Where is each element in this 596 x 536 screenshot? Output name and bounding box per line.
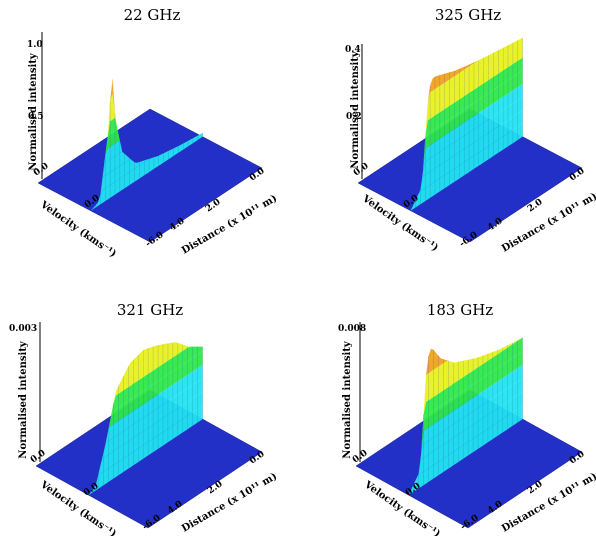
surface-band	[88, 351, 203, 496]
surface-band	[410, 70, 523, 211]
panel-183ghz: 183 GHz Normalised intensity Velocity (k…	[338, 301, 596, 536]
z-tick: 0.003	[9, 324, 37, 334]
surface-band	[88, 391, 203, 496]
surface-band	[88, 346, 203, 496]
z-axis-label: Normalised intensity	[342, 340, 353, 459]
z-tick: 0.008	[338, 324, 366, 334]
surface-band	[410, 44, 523, 211]
panel-title: 183 GHz	[427, 301, 493, 319]
surface-plot	[357, 37, 583, 243]
surface-band	[88, 405, 203, 496]
panel-title: 325 GHz	[435, 6, 501, 24]
panel-22ghz: 22 GHz Normalised intensity Velocity (km…	[27, 6, 279, 260]
surface-band	[88, 378, 203, 496]
surface-plot	[35, 322, 263, 529]
surface-band	[408, 378, 523, 496]
surface-band	[410, 37, 523, 211]
surface-band	[408, 405, 523, 496]
surface-band	[88, 342, 203, 496]
panel-325ghz: 325 GHz Normalised intensity Velocity (k…	[345, 6, 596, 255]
surface-band	[410, 83, 523, 211]
surface-band	[408, 337, 523, 496]
surface-band	[408, 351, 523, 496]
surface-band	[90, 132, 203, 211]
panel-title: 22 GHz	[124, 6, 181, 24]
surface-band	[410, 110, 523, 211]
z-axis-label: Normalised intensity	[18, 340, 29, 459]
surface-band	[408, 364, 523, 496]
surface-plot	[37, 32, 263, 243]
surface-band	[410, 123, 523, 211]
z-axis-label: Normalised intensity	[28, 52, 39, 171]
surface-band	[90, 132, 203, 211]
surface-plot	[355, 322, 583, 529]
z-axis-label: Normalised intensity	[350, 50, 361, 169]
z-tick: 0.2	[346, 112, 362, 122]
surface-band	[88, 364, 203, 496]
z-tick: 1.0	[27, 40, 43, 50]
z-tick: 0.4	[345, 45, 361, 55]
surface-band	[410, 97, 523, 211]
z-tick: 0.5	[28, 112, 44, 122]
surface-band	[408, 337, 523, 496]
surface-band	[90, 132, 203, 211]
panel-321ghz: 321 GHz Normalised intensity Velocity (k…	[9, 301, 279, 536]
surface-band	[408, 337, 523, 496]
surface-band	[408, 391, 523, 496]
surface-band	[410, 37, 523, 211]
surface-band	[410, 57, 523, 211]
panel-title: 321 GHz	[117, 301, 183, 319]
